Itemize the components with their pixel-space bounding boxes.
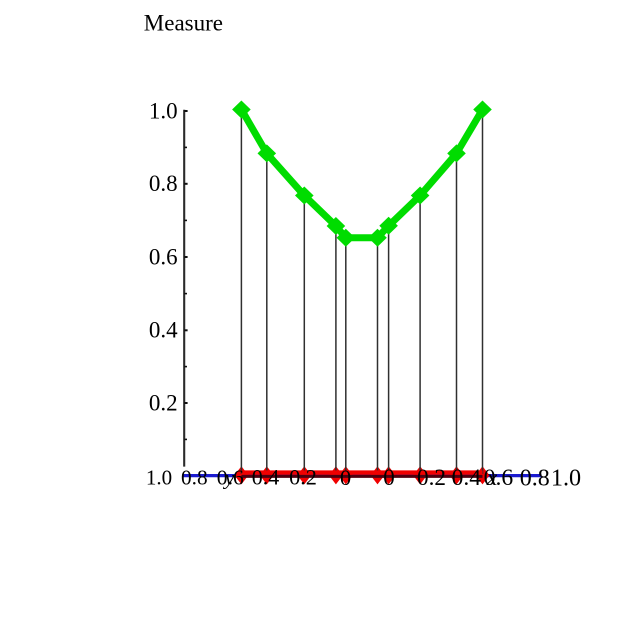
svg-text:0.4: 0.4: [149, 318, 178, 343]
svg-text:0.4: 0.4: [252, 465, 280, 490]
svg-text:1.0: 1.0: [551, 464, 581, 491]
svg-text:0.4: 0.4: [452, 465, 482, 491]
svg-text:0: 0: [383, 465, 395, 490]
svg-text:1.0: 1.0: [149, 98, 178, 123]
svg-text:0.6: 0.6: [217, 466, 244, 490]
svg-text:0.2: 0.2: [149, 390, 178, 415]
svg-text:0.6: 0.6: [484, 465, 514, 491]
svg-text:0.2: 0.2: [417, 465, 446, 491]
svg-text:0.8: 0.8: [149, 171, 178, 196]
svg-text:0.8: 0.8: [520, 465, 550, 491]
svg-text:0.6: 0.6: [149, 244, 178, 269]
svg-text:y: y: [223, 466, 235, 490]
svg-text:0: 0: [340, 465, 351, 490]
svg-text:1.0: 1.0: [146, 466, 172, 490]
svg-text:0.2: 0.2: [289, 465, 317, 490]
svg-text:x: x: [486, 465, 498, 491]
svg-text:0.8: 0.8: [181, 466, 208, 490]
svg-text:Measure: Measure: [144, 10, 223, 35]
